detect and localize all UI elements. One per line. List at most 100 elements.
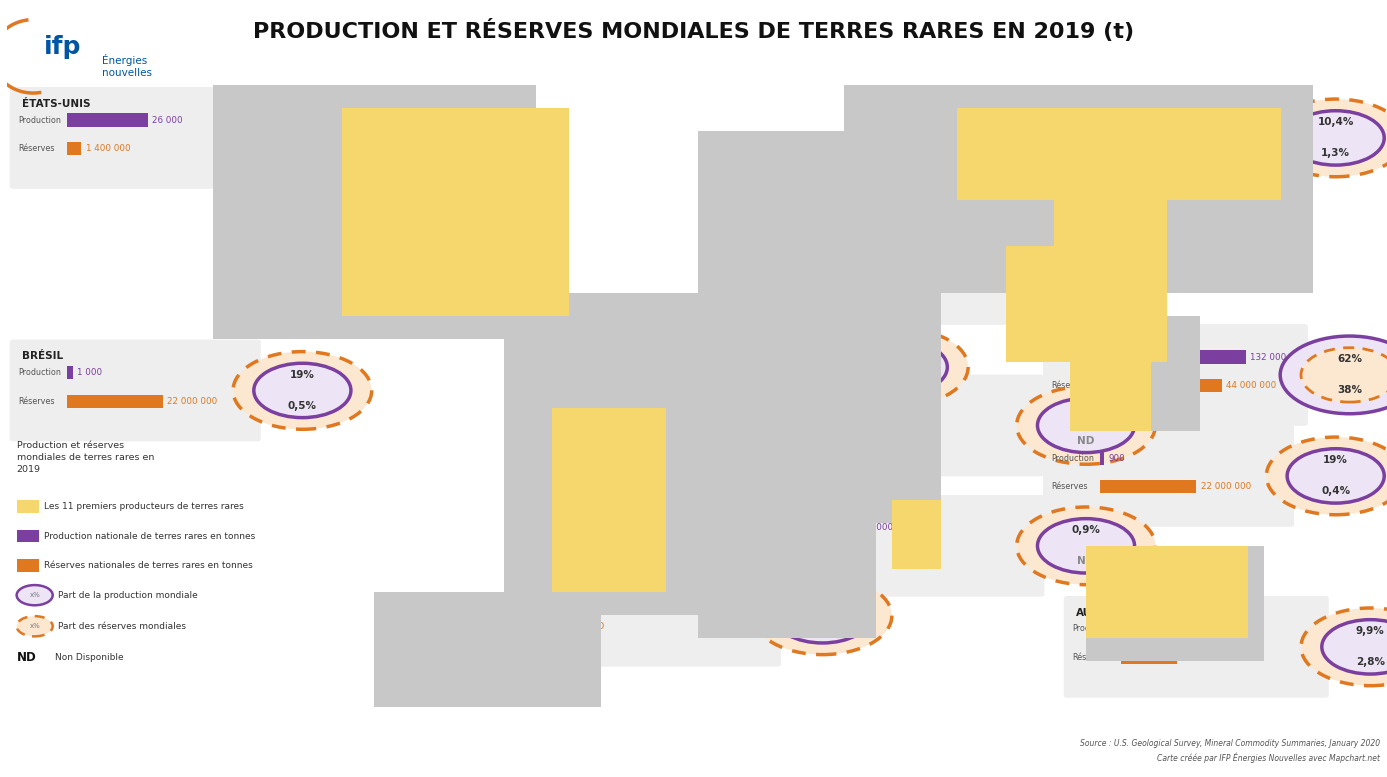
Text: Réserves: Réserves bbox=[802, 432, 838, 441]
Text: Production: Production bbox=[802, 524, 845, 532]
Text: ND: ND bbox=[841, 280, 854, 289]
Bar bbox=[843, 270, 940, 523]
Circle shape bbox=[774, 589, 871, 643]
Text: Production: Production bbox=[802, 403, 845, 412]
Text: Production: Production bbox=[538, 594, 581, 602]
Circle shape bbox=[753, 577, 892, 654]
Text: ND: ND bbox=[1078, 556, 1094, 566]
Text: 1,4%: 1,4% bbox=[885, 378, 913, 388]
Text: 10,4%: 10,4% bbox=[1318, 117, 1354, 127]
Circle shape bbox=[1301, 347, 1387, 402]
Text: x%: x% bbox=[29, 592, 40, 598]
Bar bbox=[212, 85, 537, 339]
Text: BURUNDI: BURUNDI bbox=[542, 577, 596, 587]
FancyBboxPatch shape bbox=[530, 565, 781, 667]
Text: 38%: 38% bbox=[1337, 385, 1362, 395]
Text: MADAGASCAR: MADAGASCAR bbox=[806, 507, 889, 517]
Bar bbox=[892, 500, 940, 569]
FancyBboxPatch shape bbox=[1100, 142, 1182, 155]
Text: Réserves: Réserves bbox=[614, 374, 651, 382]
Text: Production et réserves
mondiales de terres rares en
2019: Production et réserves mondiales de terr… bbox=[17, 441, 154, 474]
FancyBboxPatch shape bbox=[17, 559, 39, 572]
Text: ND: ND bbox=[1064, 284, 1080, 294]
FancyBboxPatch shape bbox=[793, 495, 1044, 597]
Circle shape bbox=[829, 328, 968, 406]
FancyBboxPatch shape bbox=[17, 530, 39, 542]
FancyBboxPatch shape bbox=[1100, 113, 1108, 127]
FancyBboxPatch shape bbox=[1100, 350, 1246, 364]
Circle shape bbox=[1037, 519, 1135, 573]
Text: 44 000 000: 44 000 000 bbox=[1226, 382, 1276, 390]
Bar bbox=[1006, 246, 1119, 362]
Text: 1,3%: 1,3% bbox=[1322, 148, 1350, 159]
Text: ND: ND bbox=[17, 651, 36, 664]
Text: Réserves: Réserves bbox=[18, 145, 54, 153]
Text: Production: Production bbox=[18, 116, 61, 124]
FancyBboxPatch shape bbox=[1121, 651, 1178, 664]
Bar bbox=[843, 85, 1313, 293]
FancyBboxPatch shape bbox=[850, 401, 860, 414]
Circle shape bbox=[850, 340, 947, 394]
FancyBboxPatch shape bbox=[10, 87, 261, 189]
Text: ÉTATS-UNIS: ÉTATS-UNIS bbox=[22, 99, 90, 109]
Circle shape bbox=[1017, 507, 1155, 584]
FancyBboxPatch shape bbox=[587, 591, 591, 605]
Circle shape bbox=[254, 364, 351, 418]
FancyBboxPatch shape bbox=[67, 113, 148, 127]
Text: Production: Production bbox=[1072, 625, 1115, 633]
FancyBboxPatch shape bbox=[17, 500, 39, 513]
Text: INDE: INDE bbox=[619, 328, 646, 338]
Text: 19%: 19% bbox=[1323, 455, 1348, 465]
FancyBboxPatch shape bbox=[1100, 451, 1104, 465]
Text: 0,9%: 0,9% bbox=[1072, 525, 1100, 535]
Text: RUSSIE: RUSSIE bbox=[1056, 99, 1097, 109]
Text: Production: Production bbox=[614, 345, 657, 354]
Text: 132 000: 132 000 bbox=[1250, 353, 1286, 361]
Text: 1 400 000: 1 400 000 bbox=[86, 145, 130, 153]
Text: MYANMAR: MYANMAR bbox=[792, 235, 852, 245]
Text: 0,8%: 0,8% bbox=[1072, 405, 1100, 415]
Text: Production: Production bbox=[1051, 454, 1094, 462]
Text: Les 11 premiers producteurs de terres rares: Les 11 premiers producteurs de terres ra… bbox=[44, 502, 244, 511]
Circle shape bbox=[17, 585, 53, 605]
Circle shape bbox=[233, 351, 372, 429]
Text: 26 000: 26 000 bbox=[153, 116, 183, 124]
Circle shape bbox=[1037, 398, 1135, 452]
Text: 6%: 6% bbox=[890, 347, 907, 357]
FancyBboxPatch shape bbox=[10, 340, 261, 441]
Circle shape bbox=[233, 99, 372, 177]
Text: 62%: 62% bbox=[1337, 354, 1362, 364]
Text: 0,5%: 0,5% bbox=[288, 401, 316, 411]
FancyBboxPatch shape bbox=[1100, 480, 1197, 493]
Bar bbox=[1086, 315, 1200, 430]
FancyBboxPatch shape bbox=[67, 142, 82, 155]
Text: Réserves: Réserves bbox=[802, 552, 838, 561]
Text: Production nationale de terres rares en tonnes: Production nationale de terres rares en … bbox=[44, 531, 255, 541]
Text: 3 300 000: 3 300 000 bbox=[1182, 653, 1226, 662]
Text: BRÉSIL: BRÉSIL bbox=[22, 351, 64, 361]
Text: Production: Production bbox=[1051, 116, 1094, 124]
Bar bbox=[957, 108, 1280, 200]
Circle shape bbox=[1266, 437, 1387, 514]
Text: 22 000 000: 22 000 000 bbox=[1201, 483, 1251, 491]
Circle shape bbox=[1017, 386, 1155, 465]
Text: Production: Production bbox=[788, 252, 831, 260]
Circle shape bbox=[1287, 448, 1384, 503]
Text: ND: ND bbox=[854, 432, 868, 441]
FancyBboxPatch shape bbox=[606, 316, 857, 418]
Circle shape bbox=[1322, 620, 1387, 674]
Bar bbox=[552, 408, 666, 592]
Text: ND: ND bbox=[1078, 436, 1094, 446]
Text: 1,2%: 1,2% bbox=[288, 148, 316, 159]
Text: Réserves: Réserves bbox=[538, 622, 574, 631]
Circle shape bbox=[1024, 247, 1121, 301]
Text: 0,3%: 0,3% bbox=[809, 595, 836, 605]
Text: ND: ND bbox=[814, 626, 831, 636]
FancyBboxPatch shape bbox=[1043, 425, 1294, 527]
Circle shape bbox=[254, 110, 351, 166]
Circle shape bbox=[17, 616, 53, 636]
Text: Réserves: Réserves bbox=[1051, 483, 1087, 491]
Bar bbox=[1086, 546, 1248, 638]
Text: 12,2%: 12,2% bbox=[284, 117, 320, 127]
Bar bbox=[1054, 200, 1168, 362]
